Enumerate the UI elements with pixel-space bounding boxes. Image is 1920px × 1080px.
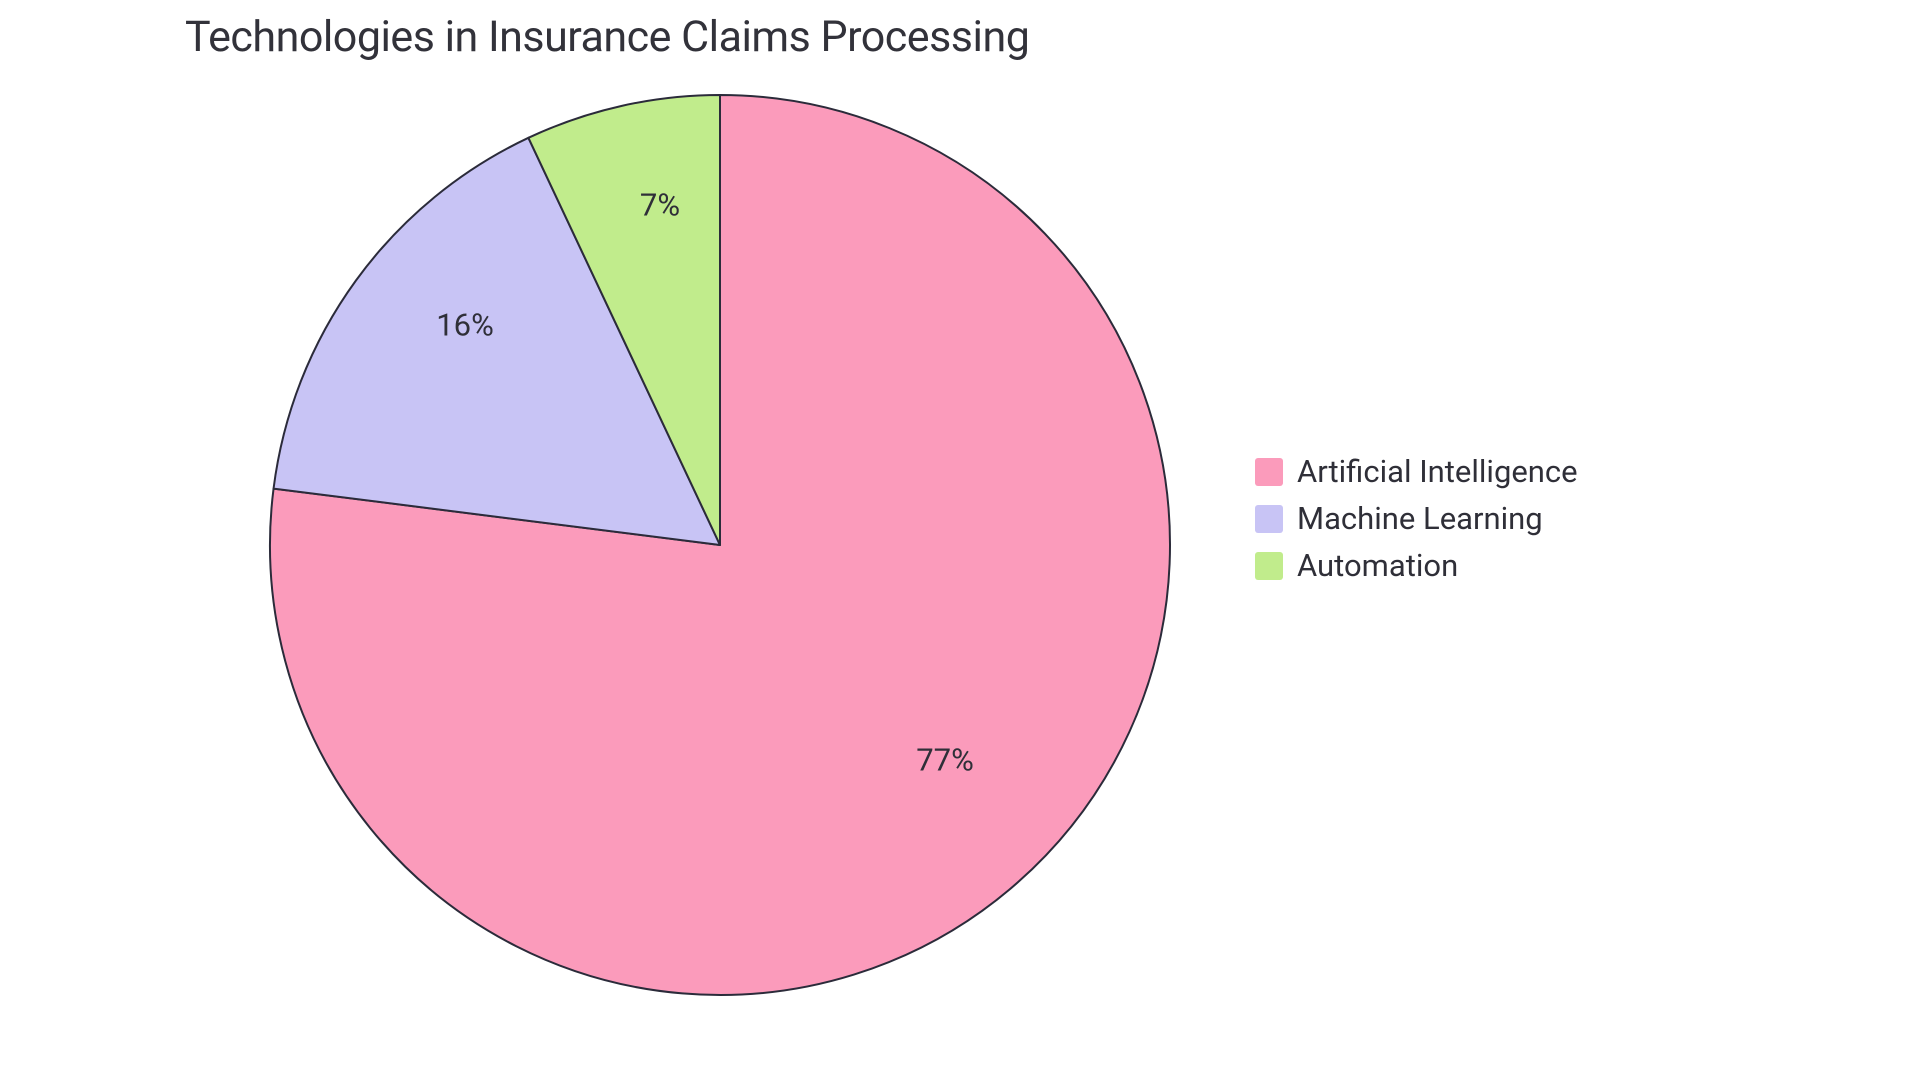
- pie-chart: [265, 90, 1175, 1004]
- legend-item: Artificial Intelligence: [1255, 453, 1578, 490]
- chart-root: { "chart": { "type": "pie", "title": "Te…: [0, 0, 1920, 1080]
- chart-title: Technologies in Insurance Claims Process…: [185, 12, 1029, 62]
- legend-item: Automation: [1255, 547, 1578, 584]
- legend-label: Automation: [1297, 547, 1458, 584]
- legend-item: Machine Learning: [1255, 500, 1578, 537]
- slice-percent-label: 16%: [436, 307, 494, 344]
- legend-swatch: [1255, 458, 1283, 486]
- pie-svg: [265, 90, 1175, 1000]
- legend: Artificial Intelligence Machine Learning A…: [1255, 453, 1578, 584]
- slice-percent-label: 77%: [916, 742, 974, 779]
- slice-percent-label: 7%: [640, 187, 680, 224]
- legend-swatch: [1255, 505, 1283, 533]
- legend-label: Artificial Intelligence: [1297, 453, 1578, 490]
- legend-swatch: [1255, 552, 1283, 580]
- legend-label: Machine Learning: [1297, 500, 1543, 537]
